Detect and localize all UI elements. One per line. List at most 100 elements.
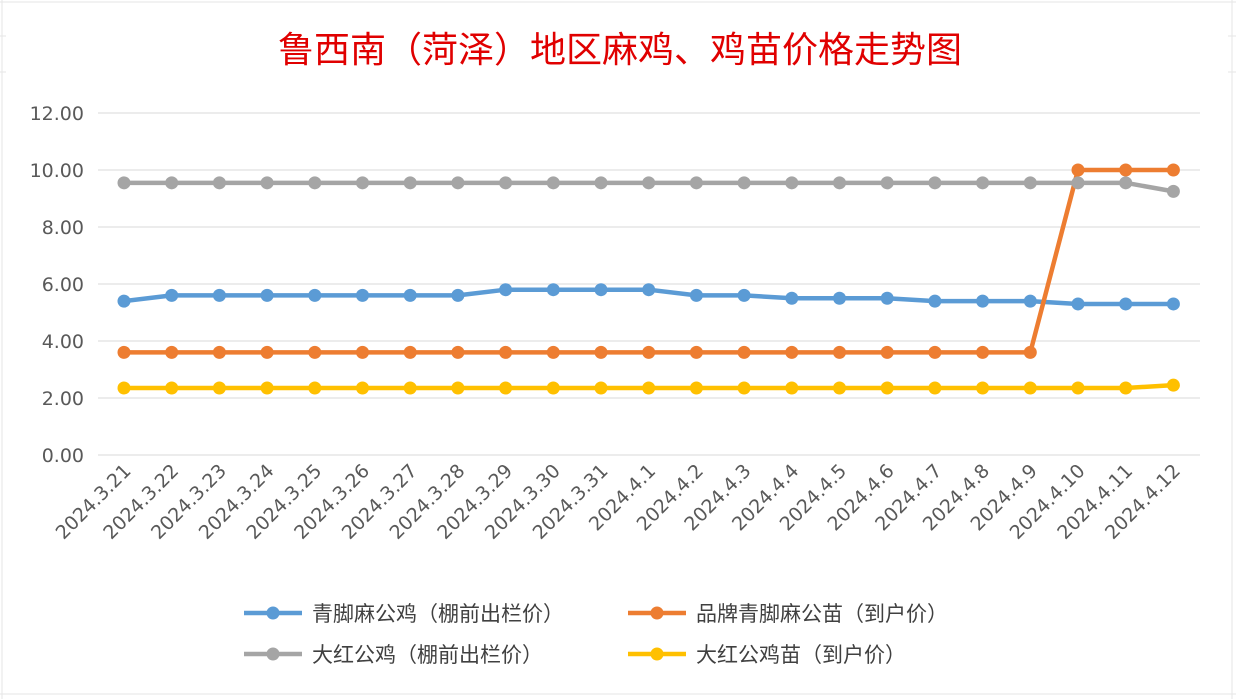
y-tick-label: 4.00 bbox=[42, 331, 84, 353]
data-point bbox=[356, 381, 369, 395]
y-tick-label: 2.00 bbox=[42, 388, 84, 410]
chart-title: 鲁西南（菏泽）地区麻鸡、鸡苗价格走势图 bbox=[278, 30, 962, 71]
data-point bbox=[689, 176, 703, 190]
data-point bbox=[1119, 176, 1133, 190]
data-point bbox=[689, 345, 703, 359]
series-1 bbox=[117, 283, 1180, 311]
data-point bbox=[880, 345, 894, 359]
data-point bbox=[1023, 345, 1037, 359]
data-point bbox=[785, 381, 799, 395]
data-point bbox=[212, 176, 226, 190]
series-3 bbox=[117, 176, 1180, 198]
data-point bbox=[117, 176, 131, 190]
data-point bbox=[165, 381, 179, 395]
data-point bbox=[976, 294, 990, 308]
data-point bbox=[737, 345, 751, 359]
data-point bbox=[1166, 163, 1180, 177]
data-point bbox=[308, 176, 322, 190]
data-point bbox=[165, 345, 179, 359]
series-group bbox=[117, 163, 1180, 395]
data-point bbox=[689, 381, 703, 395]
data-point bbox=[1071, 381, 1085, 395]
data-point bbox=[1119, 381, 1133, 395]
legend-label: 大红公鸡（棚前出栏价） bbox=[312, 643, 543, 667]
y-tick-label: 10.00 bbox=[30, 160, 84, 182]
series-line bbox=[124, 167, 1174, 355]
x-axis: 2024.3.212024.3.222024.3.232024.3.242024… bbox=[52, 460, 1185, 544]
data-point bbox=[1166, 378, 1180, 392]
data-point bbox=[785, 176, 799, 190]
data-point bbox=[642, 283, 656, 297]
data-point bbox=[499, 345, 513, 359]
data-point bbox=[260, 345, 274, 359]
data-point bbox=[212, 345, 226, 359]
data-point bbox=[737, 381, 751, 395]
data-point bbox=[403, 176, 417, 190]
data-point bbox=[1166, 184, 1180, 198]
data-point bbox=[1023, 294, 1037, 308]
data-point bbox=[403, 288, 417, 302]
data-point bbox=[1071, 163, 1085, 177]
data-point bbox=[642, 345, 656, 359]
data-point bbox=[833, 291, 846, 305]
data-point bbox=[403, 381, 417, 395]
legend-label: 大红公鸡苗（到户价） bbox=[696, 643, 906, 667]
data-point bbox=[260, 176, 274, 190]
data-point bbox=[833, 381, 846, 395]
y-axis: 0.00 2.00 4.00 6.00 8.00 10.00 12.00 bbox=[30, 103, 84, 467]
data-point bbox=[165, 288, 179, 302]
data-point bbox=[928, 176, 942, 190]
data-point bbox=[451, 288, 465, 302]
data-point bbox=[546, 381, 560, 395]
data-point bbox=[880, 176, 894, 190]
data-point bbox=[880, 291, 894, 305]
data-point bbox=[499, 283, 513, 297]
data-point bbox=[117, 381, 131, 395]
data-point bbox=[642, 381, 656, 395]
data-point bbox=[976, 381, 990, 395]
data-point bbox=[451, 345, 465, 359]
data-point bbox=[880, 381, 894, 395]
data-point bbox=[689, 288, 703, 302]
data-point bbox=[546, 176, 560, 190]
data-point bbox=[976, 345, 990, 359]
data-point bbox=[212, 381, 226, 395]
data-point bbox=[594, 345, 608, 359]
legend-swatch-marker bbox=[266, 647, 280, 661]
y-tick-label: 0.00 bbox=[42, 445, 84, 467]
data-point bbox=[546, 283, 560, 297]
data-point bbox=[833, 176, 846, 190]
data-point bbox=[976, 176, 990, 190]
data-point bbox=[594, 381, 608, 395]
legend-label: 品牌青脚麻公苗（到户价） bbox=[696, 602, 948, 626]
data-point bbox=[260, 288, 274, 302]
data-point bbox=[1023, 381, 1037, 395]
data-point bbox=[594, 176, 608, 190]
data-point bbox=[833, 345, 846, 359]
data-point bbox=[737, 288, 751, 302]
legend-swatch-marker bbox=[266, 606, 280, 620]
legend-item: 大红公鸡（棚前出栏价） bbox=[244, 643, 543, 667]
data-point bbox=[117, 345, 131, 359]
data-point bbox=[308, 288, 322, 302]
data-point bbox=[785, 291, 799, 305]
legend-item: 大红公鸡苗（到户价） bbox=[628, 643, 906, 667]
gridlines bbox=[98, 112, 1200, 456]
legend-swatch-marker bbox=[650, 606, 664, 620]
data-point bbox=[928, 345, 942, 359]
data-point bbox=[260, 381, 274, 395]
legend-item: 品牌青脚麻公苗（到户价） bbox=[628, 602, 948, 626]
data-point bbox=[1119, 163, 1133, 177]
data-point bbox=[594, 283, 608, 297]
data-point bbox=[308, 345, 322, 359]
data-point bbox=[785, 345, 799, 359]
data-point bbox=[1119, 297, 1133, 311]
data-point bbox=[117, 294, 131, 308]
y-tick-label: 8.00 bbox=[42, 217, 84, 239]
data-point bbox=[1166, 297, 1180, 311]
legend-label: 青脚麻公鸡（棚前出栏价） bbox=[312, 602, 564, 626]
legend-item: 青脚麻公鸡（棚前出栏价） bbox=[244, 602, 564, 626]
